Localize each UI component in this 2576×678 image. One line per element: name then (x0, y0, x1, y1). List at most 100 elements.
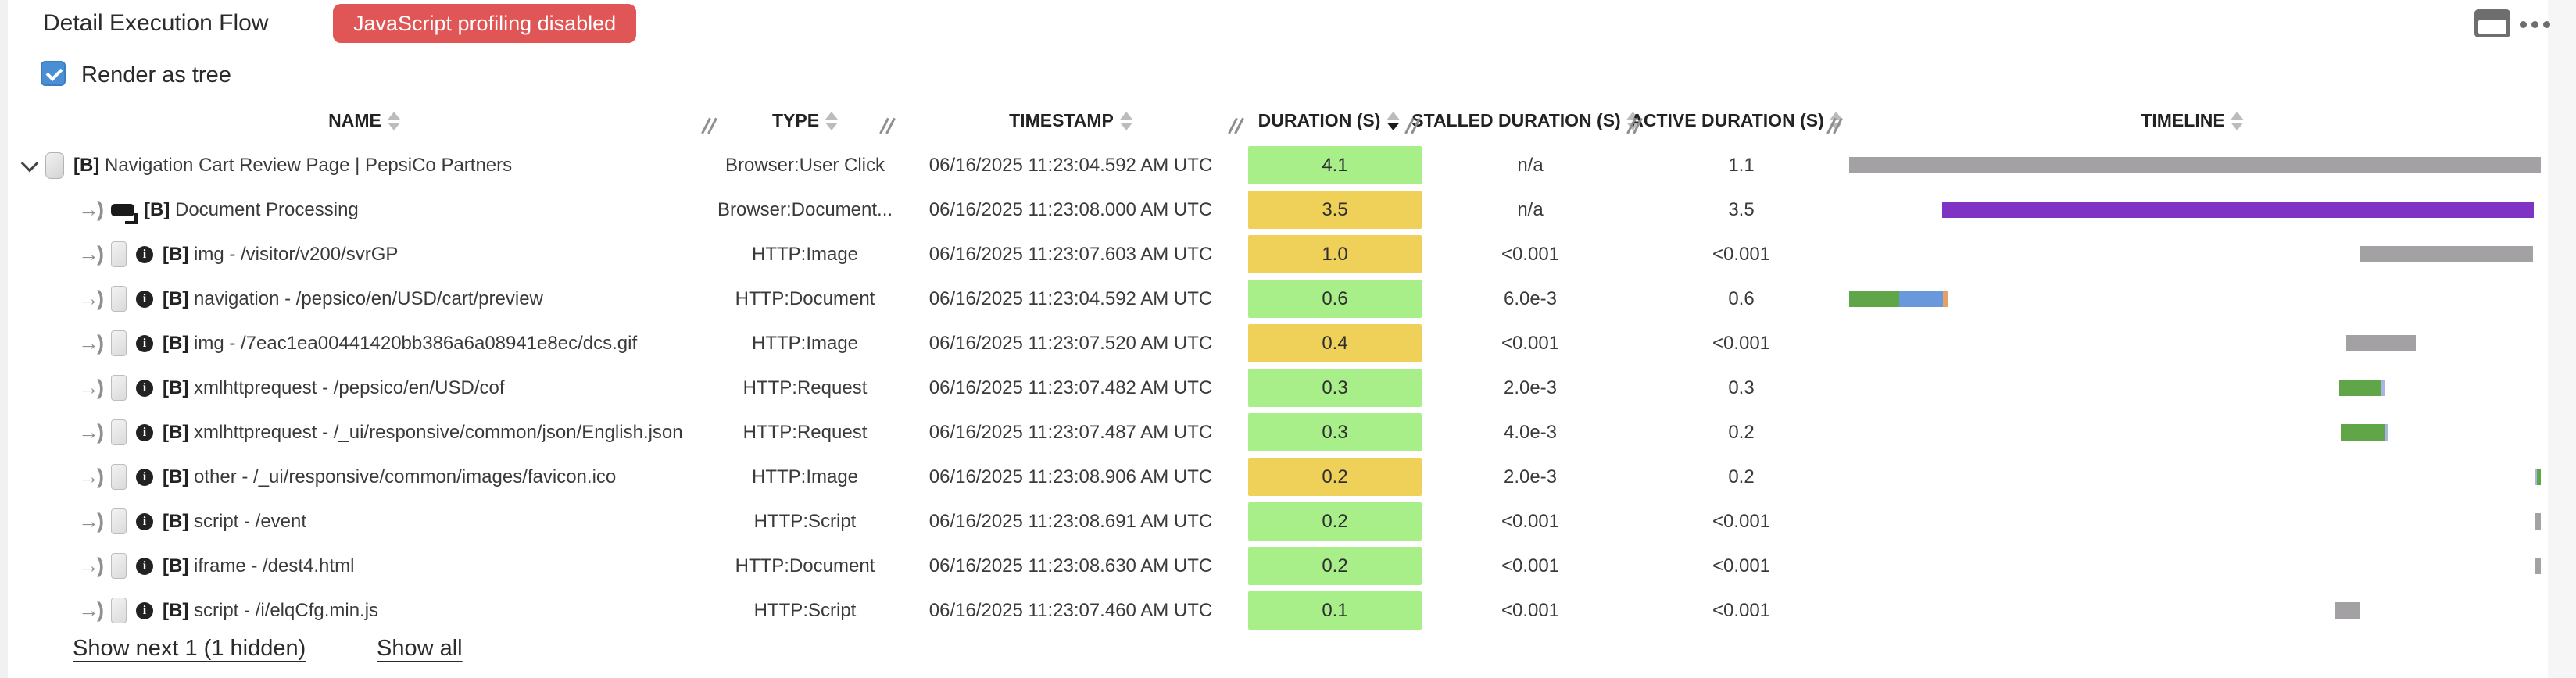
column-header-duration[interactable]: DURATION (S) (1258, 110, 1400, 131)
row-name-cell: →) [B] other - /_ui/responsive/common/im… (0, 455, 703, 499)
row-name-value: xmlhttprequest - /_ui/responsive/common/… (194, 422, 683, 443)
row-stalled-duration-cell: <0.001 (1501, 555, 1560, 576)
timeline-bar-segment (2339, 380, 2381, 396)
row-duration-cell: 1.0 (1248, 235, 1422, 273)
browser-prefix-tag: [B] (73, 155, 100, 176)
column-header-type[interactable]: TYPE (772, 110, 839, 131)
table-row[interactable]: →) [B] navigation - /pepsico/en/USD/cart… (0, 277, 2576, 321)
timeline-bar-segment (1943, 291, 1948, 307)
row-stalled-duration-cell: <0.001 (1501, 244, 1560, 265)
info-icon[interactable] (136, 557, 153, 575)
row-name-value: script - /event (194, 511, 307, 532)
row-name-cell: →) [B] xmlhttprequest - /_ui/responsive/… (0, 410, 703, 455)
table-row[interactable]: →) [B] script - /event HTTP:Script 06/16… (0, 499, 2576, 544)
timeline-bar-segment (1898, 291, 1943, 307)
render-as-tree-checkbox[interactable] (41, 61, 66, 86)
table-row[interactable]: →) [B] iframe - /dest4.html HTTP:Documen… (0, 544, 2576, 588)
row-duration-cell: 0.3 (1248, 413, 1422, 451)
server-icon (111, 330, 127, 356)
table-row[interactable]: →) [B] xmlhttprequest - /pepsico/en/USD/… (0, 366, 2576, 410)
info-icon[interactable] (136, 245, 153, 263)
timeline-bar-segment (2381, 380, 2385, 396)
row-name-cell: →) [B] img - /7eac1ea00441420bb386a6a089… (0, 321, 703, 366)
timeline-bar-segment (1848, 291, 1899, 307)
sort-arrows-icon (825, 111, 839, 130)
column-header-active-duration[interactable]: ACTIVE DURATION (S) (1630, 110, 1843, 131)
column-header-duration-label: DURATION (S) (1258, 110, 1381, 130)
table-row[interactable]: →) [B] Document Processing Browser:Docum… (0, 187, 2576, 232)
show-next-hidden-link[interactable]: Show next 1 (1 hidden) (73, 636, 306, 661)
table-row[interactable]: →) [B] img - /visitor/v200/svrGP HTTP:Im… (0, 232, 2576, 277)
row-type-cell: HTTP:Image (751, 466, 859, 487)
row-duration-cell: 0.3 (1248, 369, 1422, 407)
table-row[interactable]: →) [B] Navigation Cart Review Page | Pep… (0, 143, 2576, 187)
row-name-value: Navigation Cart Review Page | PepsiCo Pa… (105, 155, 513, 176)
row-stalled-duration-cell: <0.001 (1501, 511, 1560, 532)
row-name-cell: →) [B] xmlhttprequest - /pepsico/en/USD/… (0, 366, 703, 410)
server-icon (111, 241, 127, 267)
info-icon[interactable] (136, 423, 153, 441)
row-timeline-track (1844, 410, 2544, 455)
row-duration-cell: 0.2 (1248, 502, 1422, 541)
info-icon[interactable] (136, 512, 153, 530)
column-header-timeline[interactable]: TIMELINE (2141, 110, 2244, 131)
server-icon (111, 598, 127, 623)
row-active-duration-cell: <0.001 (1712, 555, 1771, 576)
column-header-timestamp[interactable]: TIMESTAMP (1009, 110, 1132, 131)
row-name-text: [B] xmlhttprequest - /pepsico/en/USD/cof (163, 366, 505, 410)
show-all-link[interactable]: Show all (377, 636, 463, 661)
row-type-cell: HTTP:Document (735, 555, 875, 576)
enter-arrow-icon: →) (78, 598, 104, 622)
right-edge-strip (2548, 0, 2576, 678)
collapse-chevron-icon[interactable] (20, 154, 39, 172)
row-timestamp-cell: 06/16/2025 11:23:08.906 AM UTC (928, 466, 1213, 487)
timeline-bar-segment (1848, 157, 2541, 173)
row-name-text: [B] Document Processing (144, 187, 359, 232)
info-icon[interactable] (136, 468, 153, 486)
row-duration-cell: 0.6 (1248, 280, 1422, 318)
enter-arrow-icon: →) (78, 242, 104, 266)
info-icon[interactable] (136, 601, 153, 619)
column-header-timeline-label: TIMELINE (2141, 110, 2225, 130)
column-resize-handle[interactable] (879, 116, 896, 136)
column-resize-handle[interactable] (1826, 116, 1843, 136)
sort-arrows-icon (1626, 111, 1640, 130)
timeline-bar-segment (2535, 469, 2538, 485)
browser-prefix-tag: [B] (163, 466, 189, 487)
column-resize-handle[interactable] (1626, 116, 1643, 136)
enter-arrow-icon: →) (78, 420, 104, 444)
column-header-stalled-duration[interactable]: STALLED DURATION (S) (1411, 110, 1640, 131)
row-name-value: script - /i/elqCfg.min.js (194, 600, 379, 621)
column-header-name[interactable]: NAME (328, 110, 400, 131)
info-icon[interactable] (136, 290, 153, 308)
row-active-duration-cell: <0.001 (1712, 333, 1771, 354)
row-name-cell: →) [B] Document Processing (0, 187, 703, 232)
window-layout-icon[interactable] (2474, 9, 2510, 37)
row-active-duration-cell: 0.2 (1728, 466, 1755, 487)
row-name-value: img - /7eac1ea00441420bb386a6a08941e8ec/… (194, 333, 638, 354)
more-options-icon[interactable] (2520, 19, 2556, 30)
row-active-duration-cell: 1.1 (1728, 155, 1755, 176)
server-icon (111, 464, 127, 490)
column-resize-handle[interactable] (1228, 116, 1244, 136)
row-stalled-duration-cell: 2.0e-3 (1503, 466, 1558, 487)
browser-prefix-tag: [B] (163, 333, 189, 354)
row-active-duration-cell: 0.2 (1728, 422, 1755, 443)
info-icon[interactable] (136, 379, 153, 397)
server-icon (111, 375, 127, 401)
column-resize-handle[interactable] (1404, 116, 1421, 136)
table-row[interactable]: →) [B] other - /_ui/responsive/common/im… (0, 455, 2576, 499)
row-duration-cell: 0.1 (1248, 591, 1422, 630)
column-resize-handle[interactable] (701, 116, 717, 136)
info-icon[interactable] (136, 334, 153, 352)
server-icon (111, 508, 127, 534)
row-name-cell: →) [B] iframe - /dest4.html (0, 544, 703, 588)
table-row[interactable]: →) [B] script - /i/elqCfg.min.js HTTP:Sc… (0, 588, 2576, 633)
table-row[interactable]: →) [B] img - /7eac1ea00441420bb386a6a089… (0, 321, 2576, 366)
timeline-bar-segment (2345, 335, 2416, 351)
row-timestamp-cell: 06/16/2025 11:23:07.603 AM UTC (928, 244, 1213, 265)
paint-roller-icon (111, 203, 138, 224)
browser-prefix-tag: [B] (163, 288, 189, 309)
browser-prefix-tag: [B] (163, 511, 189, 532)
table-row[interactable]: →) [B] xmlhttprequest - /_ui/responsive/… (0, 410, 2576, 455)
